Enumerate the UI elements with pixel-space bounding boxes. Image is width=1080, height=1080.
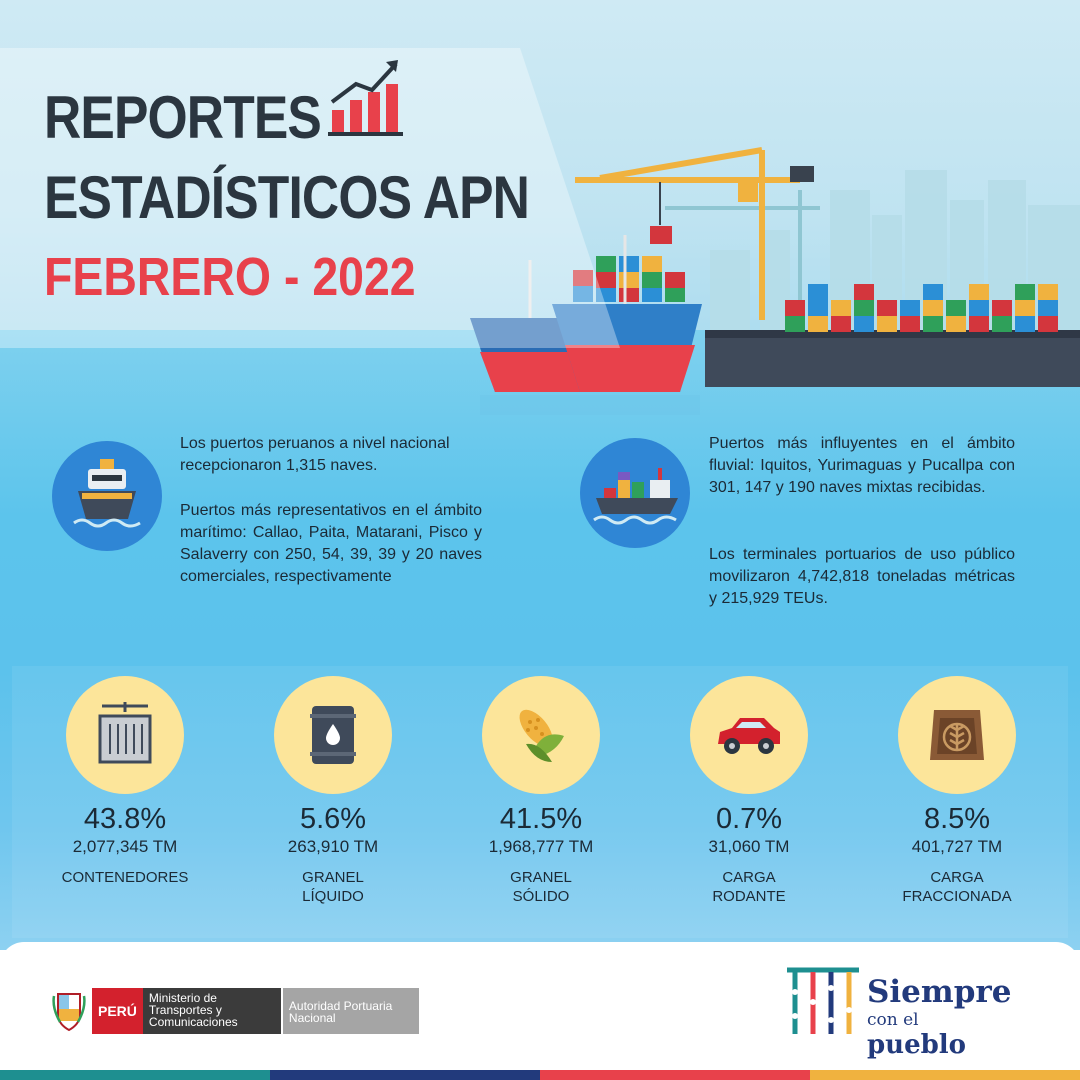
category-percent: 0.7%: [715, 803, 783, 835]
category-carga-fraccionada: 8.5% 401,727 TM CARGA FRACCIONADA: [852, 676, 1062, 906]
footer-stripe-teal: [0, 1070, 270, 1080]
footer-stripe-navy: [270, 1070, 540, 1080]
category-name: CARGA FRACCIONADA: [902, 869, 1012, 905]
authority-label: Autoridad Portuaria Nacional: [280, 988, 419, 1034]
category-name: GRANEL SÓLIDO: [510, 869, 572, 905]
oil-barrel-icon-circle: [274, 676, 392, 794]
slogan-small: con el: [867, 1010, 919, 1030]
slogan-line-2: con el pueblo: [867, 1010, 1005, 1060]
category-tonnage: 31,060 TM: [708, 837, 790, 856]
category-percent: 5.6%: [299, 803, 367, 835]
port-scene-illustration: [470, 147, 1080, 415]
page-title-line-1: REPORTES: [44, 84, 322, 151]
footer-stripe-red: [540, 1070, 810, 1080]
car-icon-circle: [690, 676, 808, 794]
oil-barrel-icon: [310, 706, 356, 764]
country-label: PERÚ: [92, 988, 143, 1034]
sack-icon-circle: [898, 676, 1016, 794]
category-percent: 8.5%: [923, 803, 991, 835]
slogan-logo: Siempre con el pueblo: [785, 966, 1011, 1060]
category-tonnage: 263,910 TM: [287, 837, 379, 856]
sea-background: [0, 330, 1080, 950]
slogan-big: pueblo: [867, 1030, 967, 1060]
ship-icon: [73, 459, 141, 528]
category-name: CONTENEDORES: [61, 869, 189, 886]
category-tonnage: 401,727 TM: [911, 837, 1003, 856]
category-name: CARGA RODANTE: [712, 869, 786, 905]
info-terminals: Los terminales portuarios de uso público…: [709, 546, 1015, 607]
container-icon: [98, 702, 152, 764]
footer-stripe-yellow: [810, 1070, 1080, 1080]
container-icon-circle: [66, 676, 184, 794]
category-tonnage: 1,968,777 TM: [488, 837, 594, 856]
corn-icon: [519, 709, 564, 762]
info-total-ships: Los puertos peruanos a nivel nacional re…: [180, 435, 450, 474]
info-maritime-ports: Puertos más representativos en el ámbito…: [180, 502, 482, 585]
coat-of-arms-icon: [52, 993, 86, 1032]
corn-icon-circle: [482, 676, 600, 794]
category-carga-rodante: 0.7% 31,060 TM CARGA RODANTE: [644, 676, 854, 906]
category-tonnage: 2,077,345 TM: [72, 837, 178, 856]
page-title-line-2: ESTADÍSTICOS APN: [44, 164, 530, 231]
ministry-label: Ministerio de Transportes y Comunicacion…: [142, 988, 281, 1034]
category-granel-liquido: 5.6% 263,910 TM GRANEL LÍQUIDO: [228, 676, 438, 906]
slogan-line-1: Siempre: [867, 974, 1012, 1010]
trend-chart-icon: [328, 60, 403, 136]
cargo-ship-icon: [593, 468, 678, 525]
category-granel-solido: 41.5% 1,968,777 TM GRANEL SÓLIDO: [436, 676, 646, 906]
quipu-icon: [787, 967, 859, 1034]
category-name: GRANEL LÍQUIDO: [302, 869, 364, 905]
category-percent: 43.8%: [83, 803, 167, 835]
sack-icon: [930, 710, 984, 760]
category-contenedores: 43.8% 2,077,345 TM CONTENEDORES: [20, 676, 230, 887]
cargo-ship-info-circle: [580, 438, 690, 548]
category-percent: 41.5%: [499, 803, 583, 835]
car-icon: [718, 718, 780, 754]
info-fluvial-ports: Puertos más influyentes en el ámbito flu…: [709, 435, 1015, 496]
government-logo: PERÚ Ministerio de Transportes y Comunic…: [52, 988, 419, 1034]
ship-info-circle: [52, 441, 162, 551]
title-panel: [0, 48, 620, 348]
report-period: FEBRERO - 2022: [44, 247, 416, 307]
